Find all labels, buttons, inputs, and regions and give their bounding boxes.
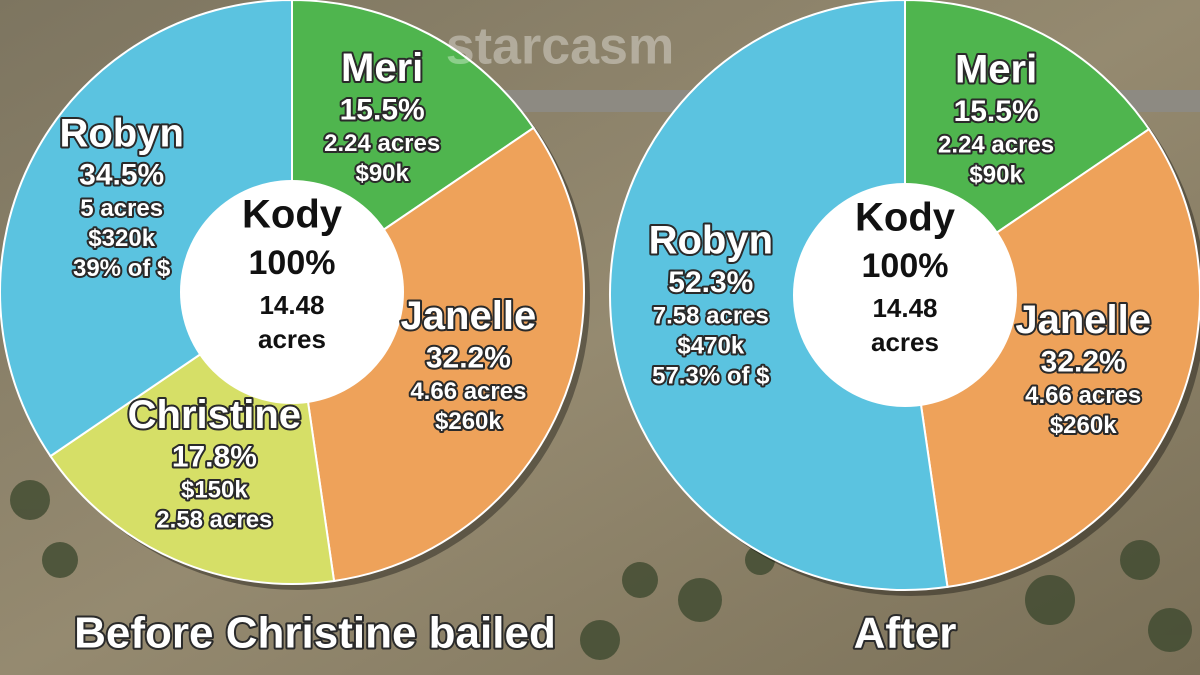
slice-name: Janelle <box>1015 298 1151 342</box>
center-label: 14.48 <box>872 293 937 323</box>
detail-label: $320k <box>88 225 155 252</box>
slice-name: Robyn <box>59 111 183 155</box>
center-label: acres <box>258 324 326 354</box>
slice-name: Robyn <box>649 219 773 263</box>
pies: Kody 100% 14.48 acres Meri 15.5% 2.24 acres $90… <box>0 0 1200 660</box>
pie-slice <box>903 127 1200 589</box>
center-label: acres <box>871 327 939 357</box>
pie-slice <box>290 126 585 583</box>
center-label: Kody <box>242 193 343 237</box>
detail-label: $470k <box>677 332 744 359</box>
detail-label: $260k <box>1050 412 1117 439</box>
pie-slice <box>0 0 293 458</box>
center-circle <box>180 180 404 404</box>
detail-label: $90k <box>969 161 1023 188</box>
detail-label: 7.58 acres <box>653 302 769 329</box>
slice-name: Meri <box>341 46 423 90</box>
value-label: 32.2% <box>1041 345 1126 378</box>
detail-label: 4.66 acres <box>1025 382 1141 409</box>
value-label: 15.5% <box>340 94 425 127</box>
detail-label: 2.24 acres <box>324 130 440 157</box>
value-label: 52.3% <box>668 266 753 299</box>
center-label: 100% <box>862 247 949 285</box>
detail-label: 39% of $ <box>73 255 171 282</box>
chart-title: After <box>854 609 957 658</box>
pie-slice <box>609 0 949 591</box>
detail-label: 2.24 acres <box>938 131 1054 158</box>
detail-label: $260k <box>435 408 502 435</box>
detail-label: $150k <box>181 477 248 504</box>
trees <box>10 480 1192 660</box>
detail-label: 2.58 acres <box>156 507 272 534</box>
chart-title: Before Christine bailed <box>74 609 556 658</box>
center-label: 14.48 <box>259 290 324 320</box>
slice-name: Janelle <box>401 294 537 338</box>
slice-name: Meri <box>955 47 1037 91</box>
detail-label: $90k <box>355 160 409 187</box>
value-label: 32.2% <box>426 342 511 375</box>
watermark: starcasm <box>446 18 674 76</box>
detail-label: 5 acres <box>80 195 163 222</box>
value-label: 34.5% <box>79 159 164 192</box>
slice-name: Christine <box>128 393 301 437</box>
center-circle <box>793 183 1017 407</box>
detail-label: 4.66 acres <box>410 378 526 405</box>
value-label: 15.5% <box>954 95 1039 128</box>
center-label: 100% <box>249 244 336 282</box>
center-label: Kody <box>855 196 956 240</box>
detail-label: 57.3% of $ <box>652 362 770 389</box>
value-label: 17.8% <box>172 440 257 473</box>
